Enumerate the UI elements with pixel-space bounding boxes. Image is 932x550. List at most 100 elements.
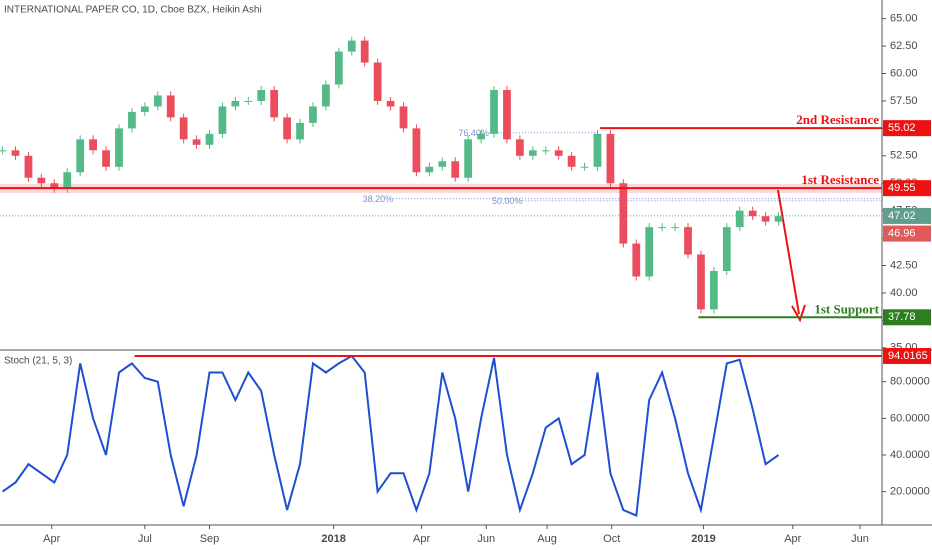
candle — [619, 183, 628, 244]
x-tick-label: Apr — [43, 533, 60, 545]
chart-title: INTERNATIONAL PAPER CO, 1D, Cboe BZX, He… — [4, 5, 262, 16]
y-tick-label: 62.50 — [890, 40, 918, 52]
level-value-box — [883, 180, 931, 197]
candle — [11, 150, 20, 156]
y-tick-label: 40.0000 — [890, 449, 930, 461]
candle — [76, 139, 85, 173]
candle — [722, 227, 731, 272]
candle — [192, 139, 201, 145]
candle — [37, 177, 46, 184]
candle — [412, 128, 421, 173]
candle — [606, 133, 615, 184]
y-tick-label: 42.50 — [890, 259, 918, 271]
candle — [477, 133, 485, 140]
y-tick-label: 60.00 — [890, 67, 918, 79]
candle — [593, 133, 602, 167]
candle — [554, 150, 563, 156]
candle — [709, 271, 718, 310]
candle — [645, 227, 654, 277]
candle — [632, 243, 641, 277]
forecast-arrow — [777, 189, 806, 323]
candle — [218, 106, 227, 134]
candle — [63, 172, 72, 189]
candle — [748, 210, 757, 217]
candle — [580, 166, 589, 168]
candle — [50, 183, 59, 189]
candle — [24, 155, 33, 178]
x-tick-label: Aug — [537, 533, 557, 545]
price-label: 46.96 — [888, 227, 916, 239]
candle — [516, 139, 524, 156]
y-tick-label: 20.0000 — [890, 486, 930, 498]
fib-label: 38.20% — [363, 194, 394, 204]
x-tick-label: 2019 — [691, 533, 715, 545]
y-tick-label: 65.00 — [890, 13, 918, 25]
level-value: 94.0165 — [888, 350, 928, 362]
candle — [671, 227, 679, 229]
candle — [128, 111, 136, 129]
candle — [761, 216, 770, 222]
x-tick-label: Jun — [477, 533, 495, 545]
level-label: 1st Resistance — [801, 172, 879, 187]
level-value: 55.02 — [888, 122, 916, 134]
x-tick-label: Apr — [784, 533, 801, 545]
candle — [528, 150, 537, 156]
candle — [684, 227, 692, 255]
indicator-title: Stoch (21, 5, 3) — [4, 356, 72, 367]
candle — [503, 89, 511, 140]
y-tick-label: 52.50 — [890, 150, 918, 162]
fib-label: 76.40% — [458, 128, 489, 138]
candle — [244, 100, 253, 102]
stoch-line — [2, 354, 780, 517]
candle — [386, 100, 395, 107]
candle — [360, 40, 369, 63]
candle — [102, 150, 110, 167]
x-tick-label: Jul — [138, 533, 152, 545]
candle — [179, 117, 188, 140]
candle — [322, 84, 330, 107]
x-tick-label: Oct — [603, 533, 620, 545]
level-value-box — [883, 120, 931, 137]
candle — [697, 254, 705, 310]
candle — [438, 161, 447, 167]
level-label: 1st Support — [814, 301, 879, 316]
candle — [153, 95, 162, 107]
candle — [115, 128, 123, 167]
fib-label: 50.00% — [492, 196, 523, 206]
candle — [567, 155, 576, 167]
y-tick-label: 57.50 — [890, 95, 918, 107]
candle — [296, 122, 304, 140]
price-label-box — [883, 207, 931, 224]
price-label-box — [883, 225, 931, 242]
candle — [541, 150, 550, 152]
candle — [166, 95, 175, 118]
candle — [490, 89, 498, 134]
candle — [89, 139, 97, 151]
candle — [270, 89, 279, 118]
level-value-box — [883, 309, 931, 326]
level-label: 2nd Resistance — [796, 112, 879, 127]
y-tick-label: 80.0000 — [890, 376, 930, 388]
candle — [140, 106, 149, 112]
candle — [774, 216, 783, 222]
candle — [373, 62, 382, 101]
x-tick-label: Jun — [851, 533, 869, 545]
y-tick-label: 40.00 — [890, 287, 918, 299]
candle — [735, 210, 744, 228]
candle — [347, 40, 356, 52]
candle — [0, 150, 7, 152]
x-tick-label: 2018 — [321, 533, 345, 545]
level-value: 49.55 — [888, 182, 916, 194]
candle — [257, 89, 266, 101]
level-value-box — [883, 348, 931, 365]
candle — [309, 106, 317, 123]
x-tick-label: Sep — [200, 533, 220, 545]
candle — [283, 117, 291, 140]
level-value: 37.78 — [888, 311, 916, 323]
candle — [658, 227, 667, 229]
candle — [231, 100, 240, 107]
candle — [451, 161, 460, 178]
candle — [399, 106, 408, 129]
